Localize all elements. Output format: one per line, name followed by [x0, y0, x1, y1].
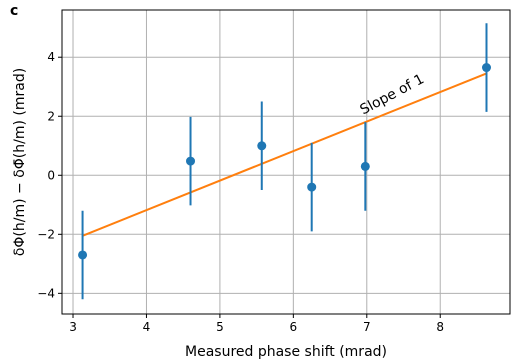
- x-tick-label: 3: [69, 320, 77, 334]
- data-point: [78, 250, 88, 260]
- panel-label: c: [10, 3, 18, 19]
- x-tick-label: 6: [290, 320, 298, 334]
- fit-line: [82, 72, 487, 237]
- data-point: [186, 156, 196, 166]
- x-tick-label: 7: [363, 320, 371, 334]
- fit-line-layer: [82, 72, 487, 237]
- x-axis-label: Measured phase shift (mrad): [185, 344, 387, 360]
- x-tick-label: 4: [143, 320, 151, 334]
- x-axis: 3 4 5 6 7 8: [69, 314, 444, 334]
- data-point: [257, 141, 267, 151]
- data-points-layer: [78, 23, 491, 300]
- data-point: [360, 161, 370, 171]
- y-tick-label: −4: [37, 286, 55, 300]
- y-tick-label: 2: [47, 109, 55, 123]
- plot-frame: [61, 9, 511, 315]
- grid: [62, 10, 510, 314]
- x-tick-label: 8: [436, 320, 444, 334]
- data-point: [481, 63, 491, 73]
- x-tick-label: 5: [216, 320, 224, 334]
- y-tick-label: 4: [47, 50, 55, 64]
- y-axis-label: δΦ(h/m) − δΦ̄(h/m) (mrad): [12, 68, 28, 256]
- y-tick-label: 0: [47, 168, 55, 182]
- y-axis: −4 −2 0 2 4: [37, 50, 62, 300]
- y-tick-label: −2: [37, 227, 55, 241]
- data-point: [307, 182, 317, 192]
